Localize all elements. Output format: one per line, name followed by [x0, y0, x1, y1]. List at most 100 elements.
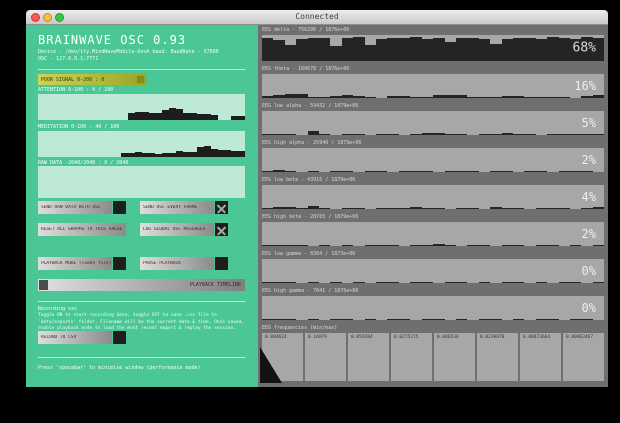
- freq-table-cell: 0.0275275: [391, 333, 432, 381]
- eeg-row: EEG low gamma - 8364 / 1873e+06 0%: [262, 251, 604, 283]
- playback-mode-label: PLAYBACK MODE (loads file): [41, 261, 112, 266]
- divider: [38, 301, 245, 302]
- record-to-csv-button[interactable]: RECORD TO CSV: [38, 331, 112, 344]
- page-title: BRAINWAVE OSC 0.93: [38, 33, 187, 47]
- eeg-row-bars: [262, 185, 604, 209]
- playback-mode-button[interactable]: PLAYBACK MODE (loads file): [38, 257, 112, 270]
- eeg-row-percent: 2%: [581, 153, 596, 167]
- reset-graphs-button[interactable]: RESET ALL GRAPHS TO THIS VALUE: [38, 223, 126, 236]
- eeg-row-bars: [262, 296, 604, 320]
- eeg-row-graph: 4%: [262, 185, 604, 209]
- attention-label: ATTENTION 0-100 : 0 / 100: [38, 87, 114, 93]
- slider-handle[interactable]: [39, 280, 48, 290]
- meditation-graph: [38, 131, 245, 157]
- record-to-csv-label: RECORD TO CSV: [41, 335, 77, 340]
- eeg-row-graph: 0%: [262, 296, 604, 320]
- rawdata-bars: [38, 166, 245, 198]
- eeg-row-percent: 16%: [574, 79, 596, 93]
- eeg-row-percent: 0%: [581, 301, 596, 315]
- eeg-row-graph: 2%: [262, 148, 604, 172]
- poor-signal-label: POOR SIGNAL 0-200 : 0: [41, 76, 105, 83]
- freq-table-cell: 0.00473664: [520, 333, 561, 381]
- log-osc-messages-checkbox[interactable]: [215, 223, 228, 236]
- eeg-row: EEG low beta - 43916 / 1879e+06 4%: [262, 177, 604, 209]
- pause-playback-label: PAUSE PLAYBACK: [143, 261, 181, 266]
- eeg-row-label: EEG theta - 160678 / 1876e+06: [262, 66, 350, 72]
- eeg-row-label: EEG high beta - 28765 / 1879e+06: [262, 214, 359, 220]
- eeg-row-bars: [262, 35, 604, 61]
- rawdata-graph: [38, 166, 245, 198]
- eeg-row-label: EEG low alpha - 59432 / 1879e+06: [262, 103, 359, 109]
- playback-mode-checkbox[interactable]: [113, 257, 126, 270]
- titlebar[interactable]: Connected: [26, 10, 608, 25]
- eeg-row: EEG high gamma - 7041 / 1876e+06 0%: [262, 288, 604, 320]
- divider: [38, 69, 245, 70]
- minimize-icon[interactable]: [43, 12, 52, 22]
- eeg-row-percent: 2%: [581, 227, 596, 241]
- divider: [38, 357, 245, 358]
- freq-table-cell: 0.046536: [434, 333, 475, 381]
- eeg-row-bars: [262, 259, 604, 283]
- eeg-row: EEG high alpha - 25940 / 1879e+06 2%: [262, 140, 604, 172]
- freq-table: 0.894624 0.16979 0.059384 0.0275275 0.04…: [262, 333, 604, 381]
- eeg-row-label: EEG delta - 756296 / 1876e+06: [262, 27, 350, 33]
- log-osc-messages-label: LOG GLOBAL OSC MESSAGES: [143, 227, 206, 232]
- eeg-row-bars: [262, 148, 604, 172]
- recording-heading: Recording osc: [38, 306, 78, 312]
- poor-signal-button[interactable]: POOR SIGNAL 0-200 : 0: [38, 74, 146, 85]
- eeg-row-graph: 2%: [262, 222, 604, 246]
- freq-table-cell: 0.16979: [305, 333, 346, 381]
- eeg-row-bars: [262, 222, 604, 246]
- close-icon[interactable]: [31, 12, 40, 22]
- send-osc-every-frame-label: SEND OSC EVERY FRAME: [143, 205, 198, 210]
- eeg-row-label: EEG low beta - 43916 / 1879e+06: [262, 177, 356, 183]
- eeg-row: EEG delta - 756296 / 1876e+06 68%: [262, 27, 604, 61]
- rawdata-label: RAW DATA -2048/2048 : 0 / 2048: [38, 160, 129, 166]
- eeg-row-label: EEG low gamma - 8364 / 1873e+06: [262, 251, 356, 257]
- eeg-row: EEG theta - 160678 / 1876e+06 16%: [262, 66, 604, 98]
- eeg-row-bars: [262, 111, 604, 135]
- eeg-row-label: EEG high gamma - 7041 / 1876e+06: [262, 288, 359, 294]
- eeg-row-graph: 5%: [262, 111, 604, 135]
- pause-playback-button[interactable]: PAUSE PLAYBACK: [140, 257, 214, 270]
- playback-timeline-slider[interactable]: PLAYBACK TIMELINE: [38, 279, 245, 291]
- eeg-panel: EEG delta - 756296 / 1876e+06 68% EEG th…: [258, 25, 608, 387]
- eeg-row-graph: 68%: [262, 35, 604, 61]
- pause-playback-checkbox[interactable]: [215, 257, 228, 270]
- app-window: Connected BRAINWAVE OSC 0.93 Device - /d…: [26, 10, 608, 387]
- attention-bars: [38, 94, 245, 120]
- settings-panel: BRAINWAVE OSC 0.93 Device - /dev/tty.Min…: [26, 25, 258, 387]
- eeg-row-label: EEG high alpha - 25940 / 1879e+06: [262, 140, 362, 146]
- send-osc-every-frame-checkbox[interactable]: [215, 201, 228, 214]
- send-osc-every-frame-button[interactable]: SEND OSC EVERY FRAME: [140, 201, 214, 214]
- send-raw-data-label: SEND RAW DATA WITH OSC: [41, 205, 101, 210]
- playback-timeline-label: PLAYBACK TIMELINE: [189, 282, 241, 288]
- eeg-row-percent: 68%: [572, 40, 596, 56]
- eeg-row: EEG high beta - 28765 / 1879e+06 2%: [262, 214, 604, 246]
- meditation-bars: [38, 131, 245, 157]
- freq-table-cell: 0.00963467: [563, 333, 604, 381]
- osc-info: OSC - 127.0.0.1:7771: [38, 56, 99, 62]
- spacebar-hint: Press 'spacebar' to minimise window (per…: [38, 365, 201, 371]
- log-osc-messages-button[interactable]: LOG GLOBAL OSC MESSAGES: [140, 223, 214, 236]
- eeg-row-graph: 16%: [262, 74, 604, 98]
- freq-table-cell: 0.0239878: [477, 333, 518, 381]
- freq-table-cell: 0.059384: [348, 333, 389, 381]
- eeg-row-graph: 0%: [262, 259, 604, 283]
- record-to-csv-checkbox[interactable]: [113, 331, 126, 344]
- meditation-label: MEDITATION 0-100 : 40 / 100: [38, 124, 120, 130]
- send-raw-data-button[interactable]: SEND RAW DATA WITH OSC: [38, 201, 112, 214]
- device-info: Device - /dev/tty.MindWaveMobile-DevA ba…: [38, 49, 219, 55]
- window-title: Connected: [295, 12, 339, 21]
- eeg-row-percent: 4%: [581, 190, 596, 204]
- reset-graphs-label: RESET ALL GRAPHS TO THIS VALUE: [41, 227, 123, 232]
- eeg-row-percent: 5%: [581, 116, 596, 130]
- eeg-row-bars: [262, 74, 604, 98]
- send-raw-data-checkbox[interactable]: [113, 201, 126, 214]
- zoom-icon[interactable]: [55, 12, 64, 22]
- recording-description: Toggle ON to start recording data, toggl…: [38, 313, 244, 332]
- freq-table-header: EEG frequencies (min/max): [262, 325, 338, 331]
- attention-graph: [38, 94, 245, 120]
- eeg-row: EEG low alpha - 59432 / 1879e+06 5%: [262, 103, 604, 135]
- eeg-row-percent: 0%: [581, 264, 596, 278]
